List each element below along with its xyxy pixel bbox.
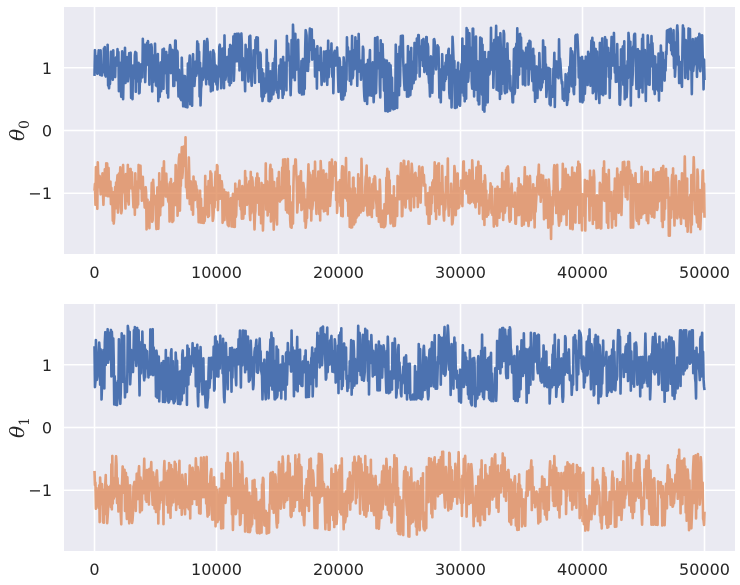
y-tick-label: 1 [42, 59, 52, 78]
trace-series-0 [93, 23, 706, 113]
trace-series-1 [93, 136, 706, 241]
y-tick-label: 0 [42, 419, 52, 438]
x-tick-label: 50000 [679, 263, 730, 282]
y-axis-label: θ0 [5, 120, 33, 141]
x-tick-label: 10000 [191, 263, 242, 282]
x-tick-label: 30000 [435, 263, 486, 282]
x-tick-label: 40000 [557, 560, 608, 579]
x-tick-label: 50000 [679, 560, 730, 579]
y-axis-label: θ1 [5, 417, 33, 438]
x-tick-label: 20000 [313, 560, 364, 579]
y-tick-label: 1 [42, 356, 52, 375]
x-tick-label: 40000 [557, 263, 608, 282]
x-tick-label: 20000 [313, 263, 364, 282]
y-tick-label: 0 [42, 122, 52, 141]
trace-series-1 [93, 448, 706, 538]
x-tick-label: 10000 [191, 560, 242, 579]
y-tick-label: −1 [28, 184, 52, 203]
x-tick-label: 0 [89, 263, 99, 282]
x-tick-label: 0 [89, 560, 99, 579]
trace-series-0 [93, 324, 706, 409]
y-tick-label: −1 [28, 481, 52, 500]
x-tick-label: 30000 [435, 560, 486, 579]
trace-panel-1: 0 10000 20000 30000 40000 50000 1 0 −1 θ1 [5, 304, 735, 579]
trace-panel-0: 0 10000 20000 30000 40000 50000 1 0 −1 θ0 [5, 7, 735, 282]
